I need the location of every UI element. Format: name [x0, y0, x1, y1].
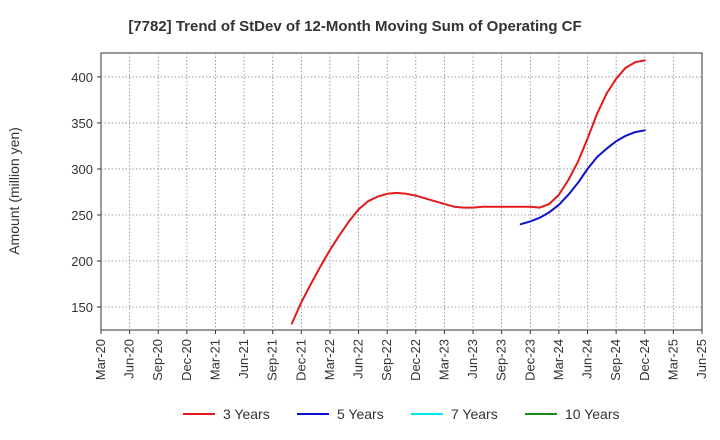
y-tick-label: 200	[71, 254, 93, 269]
x-tick-label: Sep-24	[608, 339, 623, 381]
x-tick-label: Dec-21	[293, 339, 308, 381]
x-tick-label: Sep-22	[379, 339, 394, 381]
legend: 3 Years 5 Years 7 Years 10 Years	[183, 406, 620, 422]
chart-title: [7782] Trend of StDev of 12-Month Moving…	[128, 18, 581, 35]
x-tick-label: Jun-23	[465, 339, 480, 379]
x-tick-label: Jun-24	[580, 339, 595, 379]
series-line-5-years	[519, 129, 646, 226]
series-lines	[290, 59, 646, 325]
x-tick-label: Mar-23	[436, 339, 451, 380]
x-tick-label: Mar-24	[551, 339, 566, 380]
series-line-3-years	[290, 59, 646, 325]
grid	[101, 53, 702, 330]
legend-label-10-years: 10 Years	[565, 406, 620, 422]
y-tick-label: 300	[71, 162, 93, 177]
x-tick-label: Dec-24	[637, 339, 652, 381]
x-tick-label: Jun-20	[122, 339, 137, 379]
x-tick-label: Dec-23	[522, 339, 537, 381]
x-tick-label: Jun-22	[351, 339, 366, 379]
y-tick-label: 250	[71, 208, 93, 223]
y-tick-label: 150	[71, 300, 93, 315]
y-axis-label: Amount (million yen)	[6, 127, 22, 255]
x-tick-label: Sep-21	[265, 339, 280, 381]
x-tick-label: Jun-25	[694, 339, 709, 379]
x-tick-label: Dec-20	[179, 339, 194, 381]
y-axis: 150 200 250 300 350 400	[71, 70, 101, 315]
x-tick-label: Mar-22	[322, 339, 337, 380]
legend-label-3-years: 3 Years	[223, 406, 270, 422]
x-axis: Mar-20 Jun-20 Sep-20 Dec-20 Mar-21 Jun-21 Sep-…	[93, 330, 709, 381]
y-tick-label: 400	[71, 70, 93, 85]
x-tick-label: Mar-20	[93, 339, 108, 380]
legend-label-7-years: 7 Years	[451, 406, 498, 422]
x-tick-label: Dec-22	[408, 339, 423, 381]
y-tick-label: 350	[71, 116, 93, 131]
legend-label-5-years: 5 Years	[337, 406, 384, 422]
x-tick-label: Mar-25	[665, 339, 680, 380]
plot-area	[100, 52, 703, 331]
x-tick-label: Sep-23	[494, 339, 509, 381]
x-tick-label: Mar-21	[207, 339, 222, 380]
x-tick-label: Sep-20	[150, 339, 165, 381]
x-tick-label: Jun-21	[236, 339, 251, 379]
